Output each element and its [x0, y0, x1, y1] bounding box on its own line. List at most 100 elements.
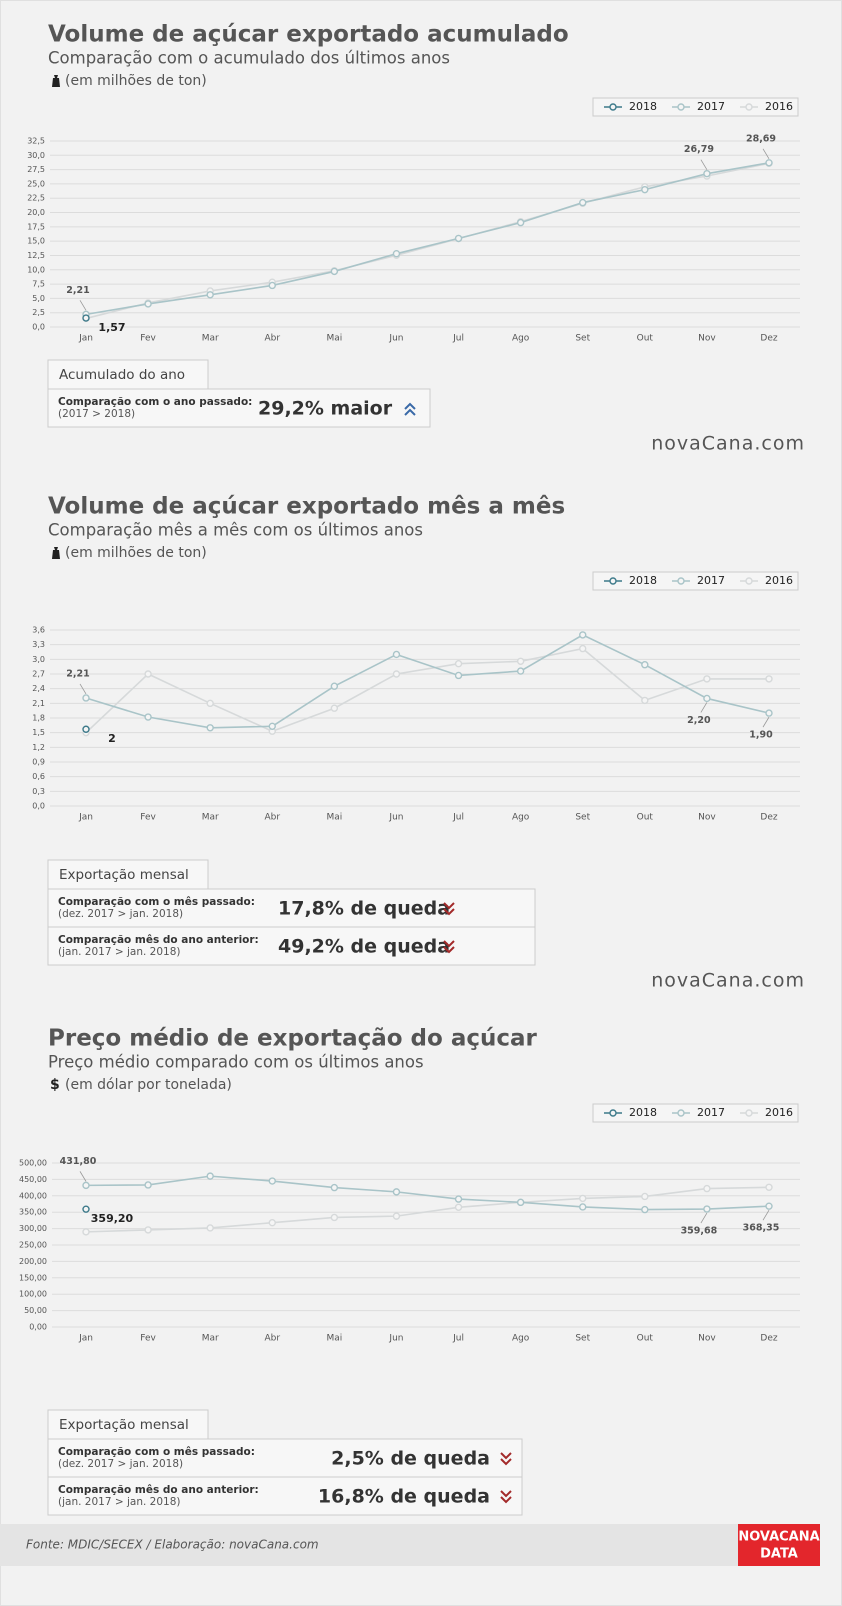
- point-marker: [392, 1212, 401, 1220]
- y-tick-label: 300,00: [19, 1224, 47, 1233]
- point-marker: [82, 725, 90, 733]
- series-line: [85, 1186, 770, 1233]
- footer-source: Fonte: MDIC/SECEX / Elaboração: novaCana…: [26, 1538, 319, 1552]
- legend-label: 2018: [629, 1106, 657, 1119]
- point-marker: [144, 300, 152, 308]
- chart-unit: (em milhões de ton): [65, 545, 207, 561]
- y-tick-label: 30,0: [27, 151, 45, 160]
- y-tick-label: 450,00: [19, 1175, 47, 1184]
- x-tick-label: Jul: [452, 334, 464, 344]
- point-marker: [206, 724, 214, 732]
- legend-swatch: [745, 577, 753, 585]
- y-tick-label: 200,00: [19, 1257, 47, 1266]
- x-tick-label: Mar: [202, 334, 219, 344]
- summary-row: [47, 1438, 523, 1478]
- x-tick-label: Mai: [326, 813, 342, 823]
- y-tick-label: 0,0: [32, 802, 45, 811]
- series-line: [85, 162, 770, 316]
- point-marker: [82, 314, 90, 322]
- summary-label: Comparação com o ano passado:: [58, 396, 252, 408]
- data-label: 2,20: [687, 715, 711, 726]
- summary-tab: [47, 359, 209, 390]
- legend-swatch: [677, 577, 685, 585]
- y-tick-label: 0,9: [32, 758, 45, 767]
- trend-arrow: [500, 1490, 512, 1504]
- data-label: 2: [108, 732, 116, 745]
- x-tick-label: Fev: [140, 1334, 156, 1344]
- label-leader: [700, 702, 708, 713]
- point-marker: [144, 1181, 152, 1189]
- y-tick-label: 500,00: [19, 1159, 47, 1168]
- x-tick-label: Dez: [760, 1334, 777, 1344]
- chart-unit: (em dólar por tonelada): [65, 1077, 232, 1093]
- point-marker: [765, 1183, 773, 1191]
- label-leader: [762, 1209, 770, 1221]
- data-label: 26,79: [684, 144, 714, 155]
- point-marker: [516, 667, 525, 675]
- summary-tab-label: Exportação mensal: [59, 1417, 189, 1433]
- point-marker: [82, 1205, 90, 1213]
- point-marker: [206, 699, 214, 708]
- data-label: 359,68: [681, 1226, 718, 1237]
- label-leader: [79, 1171, 87, 1182]
- legend-box: [592, 97, 799, 117]
- y-tick-label: 350,00: [19, 1208, 47, 1217]
- y-tick-label: 3,6: [32, 626, 45, 635]
- x-tick-label: Ago: [512, 1334, 530, 1344]
- x-tick-label: Nov: [698, 1334, 716, 1344]
- point-marker: [144, 670, 152, 678]
- x-tick-label: Set: [575, 334, 590, 344]
- point-marker: [454, 234, 463, 243]
- point-marker: [454, 671, 463, 680]
- x-tick-label: Jun: [388, 334, 403, 344]
- summary-result: 2,5% de queda: [331, 1448, 490, 1470]
- x-tick-label: Mai: [326, 334, 342, 344]
- label-leader: [700, 159, 708, 170]
- x-tick-label: Jun: [388, 1334, 403, 1344]
- x-tick-label: Mar: [202, 1334, 219, 1344]
- chart-unit: (em milhões de ton): [65, 73, 207, 89]
- point-marker: [765, 1202, 773, 1210]
- legend-label: 2016: [765, 1106, 793, 1119]
- chart-subtitle: Preço médio comparado com os últimos ano…: [48, 1053, 424, 1072]
- label-leader: [762, 716, 770, 728]
- legend-label: 2016: [765, 100, 793, 113]
- point-marker: [268, 1177, 276, 1185]
- legend-box: [592, 1103, 799, 1123]
- summary-note: (jan. 2017 > jan. 2018): [58, 946, 180, 958]
- y-tick-label: 32,5: [27, 137, 45, 146]
- point-marker: [268, 1218, 276, 1227]
- point-marker: [392, 670, 401, 678]
- legend-label: 2017: [697, 574, 725, 587]
- y-tick-label: 7,5: [32, 280, 45, 289]
- summary-row: [47, 1476, 523, 1516]
- y-tick-label: 17,5: [27, 222, 45, 231]
- point-marker: [703, 694, 711, 703]
- y-tick-label: 5,0: [32, 294, 45, 303]
- series-line: [85, 647, 769, 734]
- summary-note: (dez. 2017 > jan. 2018): [58, 1458, 183, 1470]
- point-marker: [268, 281, 276, 290]
- point-marker: [268, 722, 276, 731]
- y-tick-label: 10,0: [27, 265, 45, 274]
- point-marker: [392, 1188, 401, 1196]
- x-tick-label: Ago: [512, 334, 530, 344]
- logo-text: DATA: [760, 1547, 798, 1562]
- point-marker: [516, 218, 525, 227]
- x-tick-label: Out: [637, 334, 654, 344]
- chart-title: Volume de açúcar exportado acumulado: [48, 22, 569, 48]
- series-line: [85, 1175, 770, 1211]
- logo-text: NOVACANA: [738, 1530, 819, 1545]
- legend-swatch: [609, 103, 617, 111]
- x-tick-label: Ago: [512, 813, 530, 823]
- point-marker: [454, 1203, 463, 1211]
- y-tick-label: 2,7: [32, 670, 45, 679]
- summary-note: (jan. 2017 > jan. 2018): [58, 1496, 180, 1508]
- x-tick-label: Fev: [140, 813, 156, 823]
- point-marker: [765, 159, 773, 167]
- point-marker: [392, 650, 401, 659]
- y-tick-label: 3,3: [32, 640, 45, 649]
- x-tick-label: Mar: [202, 813, 219, 823]
- point-marker: [703, 1205, 711, 1213]
- x-tick-label: Set: [575, 1334, 590, 1344]
